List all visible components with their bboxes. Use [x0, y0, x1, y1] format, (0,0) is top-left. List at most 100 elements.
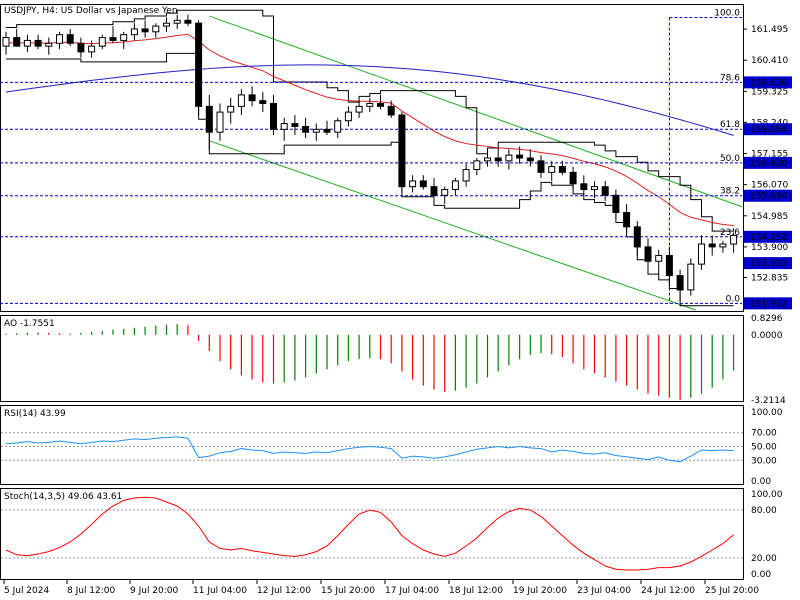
candle [580, 175, 588, 196]
price-tick-label: 153.900 [751, 243, 788, 253]
ao-tick-label: 0.0000 [751, 331, 783, 341]
candle-body-bull [312, 128, 320, 133]
price-tick-label: 157.155 [751, 150, 788, 160]
candle [409, 175, 417, 193]
candle-body-bear [644, 246, 652, 262]
x-tick-label: 9 Jul 20:00 [130, 586, 179, 596]
candle [601, 180, 609, 202]
candle-body-bull [216, 111, 224, 133]
candle-body-bull [45, 42, 53, 47]
x-tick-label: 23 Jul 04:00 [577, 586, 631, 596]
fib-label-50.0: 50.0 [720, 154, 740, 164]
stoch-indicator [1, 496, 743, 571]
candle [419, 175, 427, 190]
price-tick-label: 159.325 [751, 87, 788, 97]
fib-label-23.6: 23.6 [720, 228, 740, 238]
candle-body-bull [591, 186, 598, 191]
candle [205, 94, 213, 150]
candle-body-bear [419, 180, 427, 188]
candle-body-bull [173, 19, 181, 24]
candle-body-bear [270, 103, 277, 130]
candle [77, 37, 85, 58]
channel-lower-line [209, 140, 696, 311]
stoch-line [5, 496, 734, 571]
price-tick-label: 161.495 [751, 25, 788, 35]
price-label-box [744, 76, 792, 89]
envelope-upper [6, 9, 735, 232]
candle-body-bear [516, 154, 524, 159]
candle-body-bear [248, 94, 256, 102]
candle-body-bull [687, 263, 695, 291]
price-label-text: 156.830 [750, 159, 787, 169]
candle [591, 180, 598, 199]
rsi-title: RSI(14) 43.99 [4, 409, 66, 419]
candle-body-bull [451, 180, 459, 191]
candle [548, 160, 556, 181]
candle-body-bear [623, 211, 631, 228]
candle-body-bear [676, 275, 684, 291]
candle [387, 100, 395, 118]
candle-body-bull [2, 37, 10, 47]
candle-body-bear [612, 194, 620, 213]
candle [687, 258, 695, 296]
candle-body-bear [526, 157, 534, 162]
x-tick-label: 11 Jul 04:00 [193, 586, 247, 596]
candle-body-bear [323, 128, 331, 133]
candle [237, 89, 245, 115]
candle [109, 26, 117, 44]
candle [227, 97, 235, 124]
ao-histogram [5, 324, 735, 400]
rsi-line [5, 436, 734, 463]
candle [398, 112, 406, 193]
candle [163, 17, 170, 32]
candle-body-bull [355, 105, 363, 113]
candle [184, 14, 192, 27]
candle [698, 235, 705, 270]
ao-panel-frame [0, 315, 744, 402]
rsi-indicator [1, 432, 743, 463]
candle-body-bear [377, 103, 384, 107]
axes: 161.495160.410159.325158.240157.155156.0… [3, 25, 792, 596]
candle-body-bull [548, 166, 556, 173]
candle [623, 203, 631, 233]
candle [302, 117, 310, 138]
price-label-text: 159.636 [750, 78, 787, 88]
candle-body-bull [334, 120, 342, 133]
candle-body-bear [708, 243, 716, 248]
candle [355, 100, 363, 118]
candles [2, 14, 738, 302]
rsi-tick-label: 100.00 [751, 408, 783, 418]
x-tick-label: 12 Jul 12:00 [257, 586, 311, 596]
candle-body-bear [398, 114, 406, 188]
x-tick-label: 15 Jul 20:00 [321, 586, 375, 596]
candle [98, 34, 106, 50]
candle [494, 146, 502, 167]
candle [88, 40, 96, 58]
candle [569, 166, 577, 190]
candle [259, 92, 267, 113]
candle [484, 152, 491, 167]
candle-body-bear [387, 105, 395, 116]
candle-body-bear [205, 105, 213, 133]
candle-body-bull [344, 111, 352, 122]
x-tick-label: 18 Jul 12:00 [449, 586, 503, 596]
ma-blue-line [5, 64, 734, 136]
candle [344, 106, 352, 127]
fib-label-100.0: 100.0 [714, 8, 740, 18]
stoch-tick-label: 0.00 [751, 570, 771, 580]
candle-body-bear [302, 125, 310, 133]
candle-body-bear [580, 183, 588, 191]
candle [730, 232, 738, 253]
ao-tick-label: 0.8296 [751, 314, 783, 324]
fib-label-38.2: 38.2 [720, 187, 740, 197]
candle [430, 178, 438, 202]
candle [719, 241, 727, 253]
stoch-tick-label: 100.00 [751, 490, 783, 500]
candle [516, 146, 524, 164]
candle [644, 238, 652, 270]
candle [280, 117, 288, 141]
candle-body-bear [184, 19, 192, 24]
frames [0, 4, 744, 580]
candle-body-bull [462, 168, 470, 182]
